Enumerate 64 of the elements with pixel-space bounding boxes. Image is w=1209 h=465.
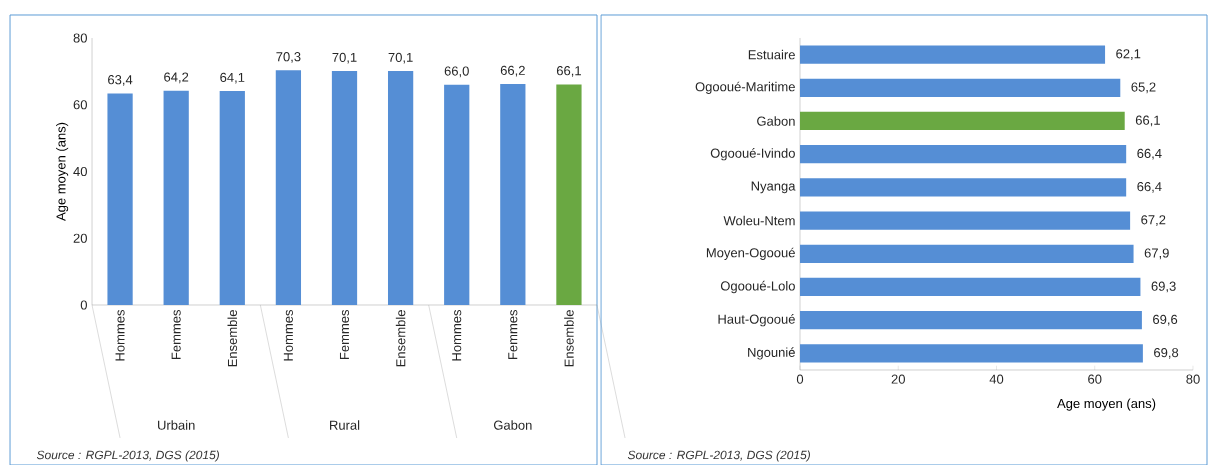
text: Urbain — [158, 420, 195, 430]
data-label: 66,1 — [1135, 115, 1160, 127]
y-tick-label: Woleu-Ntem — [723, 215, 795, 226]
y-axis-title: Age moyen (ans) — [56, 122, 69, 221]
y-tick-label: Ogooué-Lolo — [720, 280, 795, 294]
text: Rural — [330, 420, 360, 430]
x-tick-label: Ensemble — [564, 310, 574, 367]
data-label: 70,1 — [332, 52, 357, 64]
y-tick-label: 0 — [80, 300, 87, 310]
data-label: 66,1 — [556, 66, 581, 77]
bar — [556, 84, 582, 305]
data-label: 69,3 — [1151, 281, 1176, 293]
x-tick-label: Ensemble — [395, 310, 406, 367]
data-label: 69,8 — [1154, 348, 1179, 359]
x-tick-label: 40 — [989, 374, 1004, 384]
data-label: 67,9 — [1144, 248, 1169, 260]
x-tick-label: Hommes — [452, 309, 462, 361]
bar — [107, 93, 133, 305]
x-axis-title: Age moyen (ans) — [1057, 398, 1156, 411]
y-tick-label: Ngounié — [748, 347, 795, 360]
x-tick-label: Hommes — [283, 309, 293, 361]
y-tick-label: 80 — [73, 33, 87, 43]
x-tick-label: 60 — [1088, 374, 1102, 384]
text: Gabon — [493, 420, 532, 430]
y-tick-label: Nyanga — [751, 181, 796, 194]
data-label: 63,4 — [108, 75, 133, 86]
bar — [163, 90, 189, 305]
x-tick-label: 80 — [1186, 374, 1200, 384]
bar — [444, 84, 470, 305]
y-tick-label: Ogooué-Ivindo — [710, 148, 795, 161]
bar — [387, 71, 414, 305]
data-label: 65,2 — [1131, 82, 1156, 94]
x-tick-label: 20 — [891, 374, 905, 384]
source-note: Source : RGPL-2013, DGS (2015) — [627, 450, 810, 462]
y-tick-label: 40 — [73, 166, 87, 177]
data-label: 67,2 — [1141, 215, 1166, 226]
bar — [500, 84, 526, 305]
x-tick-label: Femmes — [508, 309, 518, 360]
x-tick-label: Ensemble — [227, 310, 238, 367]
bar — [331, 71, 358, 305]
y-tick-label: Moyen-Ogooué — [706, 247, 795, 260]
data-label: 62,1 — [1116, 49, 1141, 60]
x-tick-label: Femmes — [339, 309, 350, 360]
y-tick-label: Haut-Ogooué — [718, 314, 795, 327]
data-label: 66,4 — [1137, 182, 1162, 193]
data-label: 66,0 — [444, 66, 469, 78]
data-label: 70,1 — [388, 52, 413, 64]
x-tick-label: Femmes — [171, 309, 181, 360]
source-note: Source : RGPL-2013, DGS (2015) — [36, 450, 219, 462]
y-tick-label: Gabon — [757, 116, 795, 126]
data-label: 66,4 — [1137, 148, 1162, 160]
y-tick-label: Ogooué-Maritime — [695, 81, 795, 94]
y-tick-label: 20 — [73, 233, 87, 243]
y-tick-label: 60 — [73, 100, 87, 110]
bar — [219, 91, 245, 305]
x-tick-label: Hommes — [115, 309, 125, 361]
data-label: 70,3 — [276, 52, 301, 63]
data-label: 64,2 — [164, 72, 189, 84]
y-tick-label: Estuaire — [748, 49, 795, 60]
x-tick-label: 0 — [796, 374, 804, 384]
data-label: 66,2 — [500, 65, 525, 77]
data-label: 69,6 — [1153, 314, 1178, 326]
bar — [275, 70, 302, 305]
data-label: 64,1 — [220, 72, 245, 84]
